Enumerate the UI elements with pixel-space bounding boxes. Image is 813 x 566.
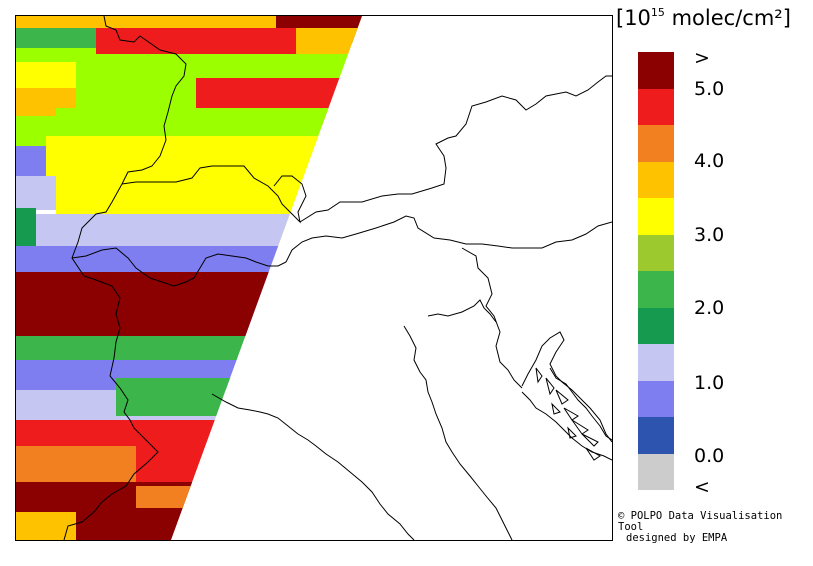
legend-swatch bbox=[638, 125, 674, 162]
credit-line-2: designed by EMPA bbox=[626, 532, 728, 544]
credit-line-1: © POLPO Data Visualisation Tool bbox=[618, 510, 783, 533]
swath-band bbox=[136, 486, 362, 508]
swath-band bbox=[16, 512, 76, 540]
legend-tick-label: 0.0 bbox=[694, 445, 725, 467]
legend-unit-label: [1015 molec/cm²] bbox=[616, 6, 791, 30]
country-borders bbox=[63, 16, 612, 540]
swath-band bbox=[16, 62, 76, 88]
legend-tick-label: 3.0 bbox=[694, 224, 725, 246]
swath-band bbox=[16, 336, 362, 360]
map-canvas[interactable] bbox=[16, 16, 612, 540]
swath-band bbox=[16, 208, 36, 248]
legend-swatch bbox=[638, 198, 674, 235]
unit-suffix: molec/cm²] bbox=[664, 6, 791, 30]
legend-swatch bbox=[638, 234, 674, 271]
legend-tick-label: 2.0 bbox=[694, 297, 725, 319]
credit-text: © POLPO Data Visualisation Tool designed… bbox=[618, 511, 813, 544]
swath-band bbox=[16, 446, 136, 482]
legend-swatch bbox=[638, 271, 674, 308]
legend-swatch bbox=[638, 417, 674, 454]
islands bbox=[535, 367, 601, 461]
legend-swatch bbox=[638, 52, 674, 89]
swath-band bbox=[16, 482, 362, 512]
swath-band bbox=[296, 28, 362, 54]
legend-tick-label: 4.0 bbox=[694, 150, 725, 172]
swath-band bbox=[136, 446, 362, 486]
legend-tick-label: 1.0 bbox=[694, 372, 725, 394]
swath-band bbox=[16, 390, 116, 420]
swath-band bbox=[76, 512, 362, 540]
legend-tick-label: > bbox=[694, 47, 710, 69]
legend-swatch bbox=[638, 344, 674, 381]
swath-band bbox=[76, 78, 196, 108]
map-panel[interactable] bbox=[15, 15, 613, 541]
swath-band bbox=[76, 54, 362, 78]
color-legend bbox=[638, 52, 674, 490]
swath-band bbox=[16, 16, 362, 28]
legend-swatch bbox=[638, 380, 674, 417]
legend-tick-label: < bbox=[694, 476, 710, 498]
unit-exponent: 15 bbox=[650, 6, 665, 19]
swath-band bbox=[16, 246, 362, 272]
legend-tick-label: 5.0 bbox=[694, 78, 725, 100]
swath-band bbox=[16, 28, 96, 48]
swath-band bbox=[16, 272, 362, 302]
swath-band bbox=[16, 302, 362, 336]
legend-swatch bbox=[638, 88, 674, 125]
legend-swatch bbox=[638, 307, 674, 344]
unit-prefix: [10 bbox=[616, 6, 651, 30]
satellite-swath bbox=[16, 16, 362, 540]
swath-band bbox=[16, 420, 362, 446]
swath-band bbox=[116, 378, 362, 416]
legend-swatch bbox=[638, 453, 674, 490]
legend-swatch bbox=[638, 161, 674, 198]
